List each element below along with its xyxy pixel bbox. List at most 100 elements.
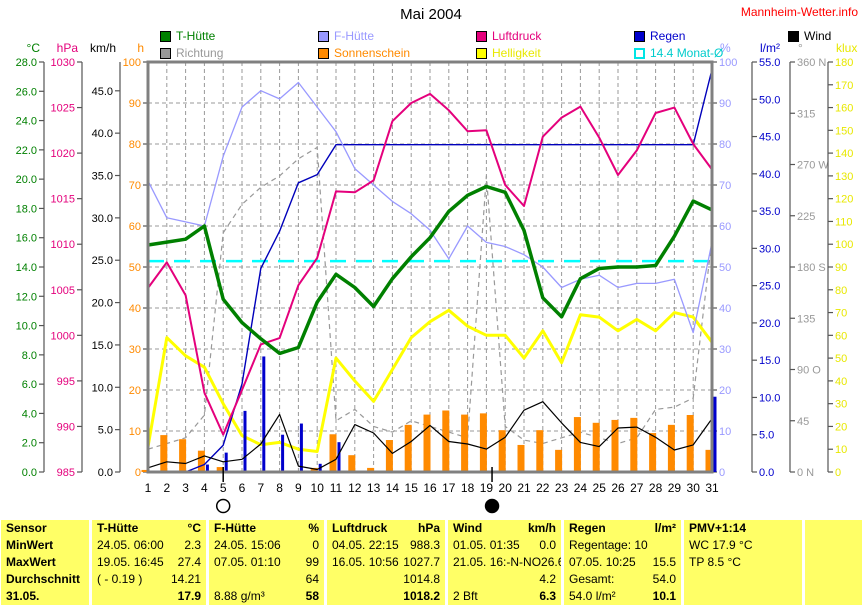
- svg-text:31: 31: [705, 481, 719, 495]
- table-col-row-labels: Sensor MinWert MaxWert Durchschnitt 31.05.: [1, 520, 89, 605]
- svg-text:80: 80: [835, 285, 847, 297]
- svg-text:30: 30: [719, 344, 731, 356]
- svg-text:20: 20: [499, 481, 513, 495]
- svg-text:10: 10: [835, 444, 847, 456]
- site-link[interactable]: Mannheim-Wetter.info: [740, 5, 858, 19]
- legend-swatch-icon: [160, 47, 171, 59]
- sonnenschein-bar: [592, 422, 600, 472]
- table-cell: PMV+1:14: [689, 521, 747, 535]
- svg-text:12.0: 12.0: [16, 291, 37, 303]
- page-title: Mai 2004: [400, 6, 462, 23]
- svg-text:20.0: 20.0: [16, 174, 37, 186]
- richtung-line: [147, 146, 713, 450]
- legend-swatch-icon: [476, 47, 487, 59]
- table-cell: 24.05. 06:00 2.3: [97, 538, 201, 552]
- sonnenschein-bar: [517, 444, 525, 472]
- svg-text:10: 10: [719, 426, 731, 438]
- table-cell: 2 Bft 6.3: [453, 589, 556, 603]
- svg-text:100: 100: [123, 57, 141, 69]
- svg-text:25.0: 25.0: [92, 255, 113, 267]
- svg-text:4: 4: [201, 481, 208, 495]
- svg-text:26: 26: [611, 481, 625, 495]
- table-cell: 8.88 g/m³ 58: [214, 589, 319, 603]
- svg-text:17: 17: [442, 481, 456, 495]
- table-cell: Regen l/m²: [569, 521, 676, 535]
- svg-text:20: 20: [129, 385, 141, 397]
- legend-label: Helligkeit: [492, 46, 541, 60]
- new-moon-icon: [484, 498, 500, 514]
- sonnenschein-bar: [348, 455, 356, 472]
- svg-text:18.0: 18.0: [16, 203, 37, 215]
- legend-item-luftdruck: Luftdruck: [476, 29, 541, 43]
- table-col-luftdruck: Luftdruck hPa 04.05. 22:15 988.3 16.05. 10:5…: [327, 520, 445, 605]
- svg-text:40: 40: [835, 376, 847, 388]
- table-col-regen: Regen l/m² Regentage: 10 07.05. 10:25 15.5 Ge…: [564, 520, 681, 605]
- svg-text:70: 70: [719, 180, 731, 192]
- legend-label: Wind: [804, 29, 832, 43]
- svg-text:0.0: 0.0: [759, 467, 774, 479]
- svg-text:2: 2: [163, 481, 170, 495]
- svg-text:180: 180: [835, 57, 853, 69]
- svg-text:13: 13: [367, 481, 381, 495]
- svg-text:90 O: 90 O: [797, 365, 821, 377]
- svg-text:25.0: 25.0: [759, 281, 780, 293]
- svg-text:90: 90: [835, 262, 847, 274]
- legend-item-regen: Regen: [634, 29, 685, 43]
- svg-text:100: 100: [835, 239, 853, 251]
- legend-label: Sonnenschein: [334, 46, 411, 60]
- svg-text:klux: klux: [836, 41, 857, 55]
- svg-text:985: 985: [57, 467, 75, 479]
- sonnenschein-bar: [141, 469, 149, 472]
- svg-text:12: 12: [348, 481, 362, 495]
- sonnenschein-bar: [385, 440, 393, 472]
- full-moon-icon: [215, 498, 231, 514]
- svg-text:1025: 1025: [51, 103, 75, 115]
- table-cell: [805, 554, 862, 571]
- t-h-tte-line: [147, 184, 713, 356]
- legend-swatch-icon: [634, 47, 645, 59]
- svg-text:26.0: 26.0: [16, 86, 37, 98]
- svg-text:360 N: 360 N: [797, 57, 826, 69]
- svg-text:0.0: 0.0: [22, 467, 37, 479]
- svg-text:3: 3: [182, 481, 189, 495]
- svg-text:28: 28: [649, 481, 663, 495]
- svg-text:60: 60: [835, 330, 847, 342]
- svg-text:10.0: 10.0: [92, 382, 113, 394]
- svg-text:19: 19: [480, 481, 494, 495]
- svg-text:315: 315: [797, 108, 815, 120]
- svg-text:27: 27: [630, 481, 644, 495]
- svg-text:1005: 1005: [51, 285, 75, 297]
- table-col-empty: [805, 520, 862, 605]
- svg-text:20.0: 20.0: [92, 298, 113, 310]
- legend-swatch-icon: [160, 30, 171, 42]
- svg-text:1020: 1020: [51, 148, 75, 160]
- legend-label: Regen: [650, 29, 686, 43]
- svg-text:15: 15: [405, 481, 419, 495]
- sonnenschein-bar: [423, 414, 431, 472]
- svg-text:25: 25: [593, 481, 607, 495]
- svg-text:22.0: 22.0: [16, 145, 37, 157]
- svg-text:10: 10: [129, 426, 141, 438]
- table-cell: MinWert: [6, 538, 54, 552]
- sonnenschein-bar: [197, 450, 205, 472]
- sonnenschein-bar: [329, 434, 337, 472]
- table-cell: 16.05. 10:56 1027.7: [332, 555, 440, 569]
- sonnenschein-bar: [367, 467, 375, 472]
- svg-text:995: 995: [57, 376, 75, 388]
- table-cell: 17.9: [177, 589, 201, 603]
- wind-line: [147, 401, 713, 471]
- table-cell: 07.05. 10:25 15.5: [569, 555, 676, 569]
- table-cell: [684, 571, 802, 588]
- svg-text:60: 60: [719, 221, 731, 233]
- regen-bar: [281, 434, 285, 472]
- table-cell: Wind km/h: [453, 521, 556, 535]
- weather-chart-svg: 0.02.04.06.08.010.012.014.016.018.020.02…: [16, 41, 857, 514]
- svg-text:90: 90: [129, 98, 141, 110]
- svg-text:80: 80: [719, 139, 731, 151]
- svg-text:1000: 1000: [51, 330, 75, 342]
- sonnenschein-bar: [160, 435, 168, 472]
- table-cell: 4.2: [539, 572, 556, 586]
- legend-item-14-4-monat-: 14.4 Monat-Ø: [634, 46, 723, 60]
- table-cell: Gesamt: 54.0: [569, 572, 676, 586]
